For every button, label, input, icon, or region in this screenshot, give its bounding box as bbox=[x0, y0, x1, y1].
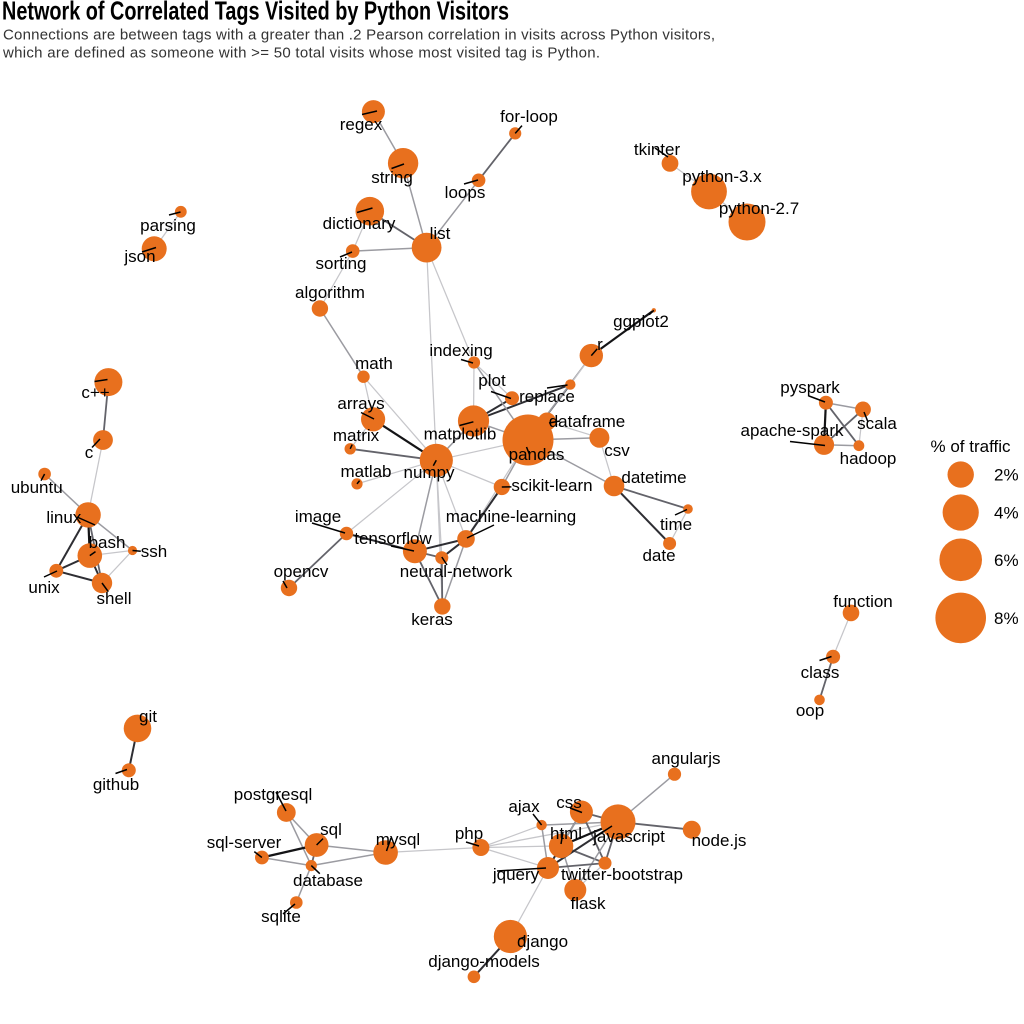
svg-text:time: time bbox=[660, 515, 692, 534]
svg-text:Connections are between tags w: Connections are between tags with a grea… bbox=[3, 27, 715, 44]
svg-text:Network of Correlated Tags Vis: Network of Correlated Tags Visited by Py… bbox=[2, 0, 509, 26]
svg-text:ubuntu: ubuntu bbox=[11, 478, 63, 497]
svg-text:replace: replace bbox=[519, 387, 575, 406]
svg-text:database: database bbox=[293, 871, 363, 890]
svg-text:loops: loops bbox=[445, 183, 486, 202]
svg-text:mysql: mysql bbox=[376, 830, 420, 849]
svg-text:node.js: node.js bbox=[692, 831, 747, 850]
svg-text:ajax: ajax bbox=[508, 797, 540, 816]
svg-text:postgresql: postgresql bbox=[234, 785, 312, 804]
svg-text:8%: 8% bbox=[994, 609, 1019, 628]
svg-text:bash: bash bbox=[89, 533, 126, 552]
svg-text:algorithm: algorithm bbox=[295, 283, 365, 302]
svg-text:hadoop: hadoop bbox=[840, 449, 897, 468]
svg-text:6%: 6% bbox=[994, 551, 1019, 570]
svg-text:class: class bbox=[801, 663, 840, 682]
svg-text:c: c bbox=[85, 443, 94, 462]
svg-text:css: css bbox=[556, 793, 582, 812]
svg-text:r: r bbox=[597, 335, 603, 354]
svg-text:indexing: indexing bbox=[429, 341, 492, 360]
svg-text:keras: keras bbox=[411, 610, 453, 629]
svg-text:4%: 4% bbox=[994, 504, 1019, 523]
svg-text:tkinter: tkinter bbox=[634, 140, 681, 159]
svg-text:python-3.x: python-3.x bbox=[682, 167, 762, 186]
svg-text:sorting: sorting bbox=[315, 254, 366, 273]
svg-text:dictionary: dictionary bbox=[323, 214, 396, 233]
svg-text:git: git bbox=[139, 707, 157, 726]
svg-text:ssh: ssh bbox=[141, 542, 167, 561]
svg-text:matlab: matlab bbox=[340, 462, 391, 481]
svg-text:apache-spark: apache-spark bbox=[740, 421, 844, 440]
svg-text:date: date bbox=[642, 546, 675, 565]
svg-text:string: string bbox=[371, 168, 413, 187]
svg-text:python-2.7: python-2.7 bbox=[719, 199, 799, 218]
svg-text:django-models: django-models bbox=[428, 952, 540, 971]
svg-text:matrix: matrix bbox=[333, 426, 380, 445]
svg-text:function: function bbox=[833, 592, 893, 611]
svg-text:pyspark: pyspark bbox=[780, 378, 840, 397]
svg-text:sqlite: sqlite bbox=[261, 907, 301, 926]
svg-text:which are defined as someone w: which are defined as someone with >= 50 … bbox=[2, 45, 600, 62]
svg-text:dataframe: dataframe bbox=[549, 412, 626, 431]
svg-text:django: django bbox=[517, 932, 568, 951]
svg-text:arrays: arrays bbox=[337, 394, 384, 413]
svg-text:list: list bbox=[430, 224, 451, 243]
svg-text:csv: csv bbox=[604, 441, 630, 460]
svg-text:github: github bbox=[93, 775, 139, 794]
svg-text:math: math bbox=[355, 354, 393, 373]
svg-text:php: php bbox=[455, 824, 483, 843]
svg-text:sql: sql bbox=[320, 820, 342, 839]
svg-text:flask: flask bbox=[571, 894, 606, 913]
svg-text:2%: 2% bbox=[994, 466, 1019, 485]
svg-text:% of traffic: % of traffic bbox=[931, 437, 1011, 456]
svg-text:jquery: jquery bbox=[492, 865, 540, 884]
svg-text:plot: plot bbox=[478, 371, 506, 390]
svg-text:machine-learning: machine-learning bbox=[446, 507, 576, 526]
svg-text:regex: regex bbox=[340, 115, 383, 134]
svg-text:json: json bbox=[123, 247, 155, 266]
svg-text:ggplot2: ggplot2 bbox=[613, 312, 669, 331]
svg-text:image: image bbox=[295, 507, 341, 526]
svg-text:angularjs: angularjs bbox=[652, 749, 721, 768]
svg-text:neural-network: neural-network bbox=[400, 562, 513, 581]
svg-text:datetime: datetime bbox=[621, 468, 686, 487]
svg-text:numpy: numpy bbox=[403, 463, 455, 482]
svg-text:tensorflow: tensorflow bbox=[354, 529, 432, 548]
svg-text:scala: scala bbox=[857, 414, 897, 433]
svg-text:for-loop: for-loop bbox=[500, 107, 558, 126]
svg-text:pandas: pandas bbox=[509, 445, 565, 464]
svg-text:html: html bbox=[550, 824, 582, 843]
svg-text:twitter-bootstrap: twitter-bootstrap bbox=[561, 865, 683, 884]
svg-text:parsing: parsing bbox=[140, 216, 196, 235]
svg-text:oop: oop bbox=[796, 701, 824, 720]
svg-text:linux: linux bbox=[46, 508, 81, 527]
svg-text:matplotlib: matplotlib bbox=[424, 425, 497, 444]
svg-text:c++: c++ bbox=[81, 383, 109, 402]
svg-text:scikit-learn: scikit-learn bbox=[511, 476, 592, 495]
svg-text:unix: unix bbox=[28, 578, 60, 597]
svg-text:opencv: opencv bbox=[274, 562, 329, 581]
svg-text:shell: shell bbox=[97, 589, 132, 608]
svg-text:sql-server: sql-server bbox=[207, 833, 282, 852]
svg-text:javascript: javascript bbox=[592, 827, 665, 846]
